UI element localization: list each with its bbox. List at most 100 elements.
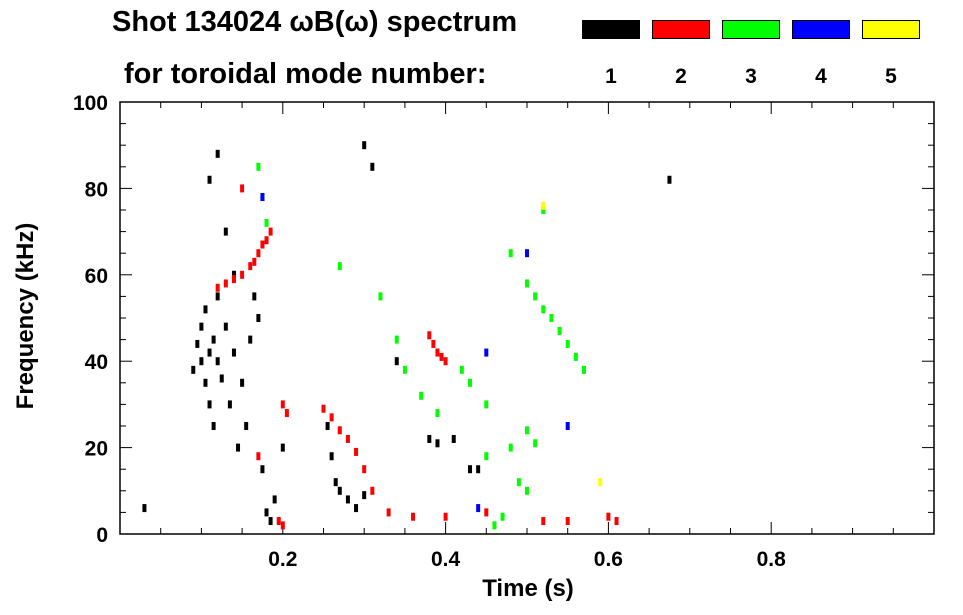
data-point-series-1	[219, 374, 224, 383]
y-tick-label: 80	[85, 178, 108, 201]
data-point-series-1	[211, 422, 216, 430]
data-point-series-3	[435, 409, 440, 418]
y-tick-label: 20	[85, 438, 108, 461]
data-point-series-3	[419, 391, 424, 400]
legend-swatch-1	[582, 20, 640, 39]
legend-swatch-3	[722, 20, 780, 39]
y-axis-title: Frequency (kHz)	[12, 223, 39, 410]
data-point-series-2	[362, 465, 367, 474]
legend-label-1: 1	[605, 65, 617, 88]
data-point-series-2	[370, 486, 375, 495]
data-point-series-3	[516, 478, 521, 487]
data-point-series-3	[525, 426, 529, 435]
data-point-series-1	[244, 422, 249, 430]
data-point-series-3	[533, 439, 538, 448]
data-point-series-1	[191, 365, 196, 374]
chart-subtitle: for toroidal mode number:	[124, 58, 487, 90]
data-point-series-1	[203, 378, 208, 387]
data-point-series-3	[500, 512, 505, 521]
legend-swatch-4	[792, 20, 850, 39]
data-point-series-2	[215, 283, 220, 292]
data-point-series-1	[223, 227, 228, 236]
data-point-series-2	[565, 517, 570, 526]
data-point-series-1	[195, 339, 200, 348]
data-point-series-2	[264, 236, 269, 245]
data-point-series-3	[557, 326, 562, 335]
y-tick-label: 100	[73, 92, 108, 115]
data-point-series-3	[525, 279, 529, 288]
data-point-series-2	[280, 400, 285, 409]
legend-swatch-5	[862, 20, 920, 39]
data-point-series-1	[451, 434, 456, 443]
data-point-series-2	[280, 521, 285, 530]
data-point-series-2	[443, 357, 448, 366]
data-point-series-3	[484, 452, 489, 461]
data-point-series-3	[533, 292, 538, 301]
data-point-series-3	[549, 314, 554, 322]
data-point-series-1	[333, 478, 338, 487]
data-point-series-1	[223, 322, 228, 331]
legend-label-4: 4	[815, 65, 827, 88]
data-point-series-4	[525, 249, 529, 258]
data-point-series-2	[252, 257, 257, 266]
data-point-series-1	[211, 335, 216, 344]
data-point-series-3	[525, 486, 529, 495]
data-point-series-4	[484, 348, 489, 357]
data-point-series-1	[252, 292, 257, 301]
data-point-series-1	[199, 322, 204, 331]
data-point-series-2	[411, 512, 416, 521]
data-point-series-1	[362, 141, 367, 150]
data-point-series-2	[276, 517, 281, 526]
data-point-series-1	[468, 465, 473, 474]
y-tick-label: 60	[85, 265, 108, 288]
y-tick-label: 0	[96, 524, 108, 547]
data-point-series-3	[264, 218, 269, 227]
data-point-series-5	[541, 201, 546, 210]
data-point-series-1	[142, 504, 147, 513]
data-point-series-1	[667, 175, 672, 184]
data-point-series-2	[614, 517, 619, 526]
data-point-series-2	[337, 426, 342, 435]
data-point-series-1	[354, 504, 359, 513]
data-point-series-2	[240, 270, 245, 279]
chart-title: Shot 134024 ωB(ω) spectrum	[112, 6, 518, 38]
data-point-series-3	[541, 206, 546, 214]
data-point-series-2	[256, 249, 261, 258]
data-point-series-1	[227, 400, 232, 409]
data-point-series-4	[476, 504, 481, 513]
data-point-series-2	[435, 348, 440, 357]
data-point-series-3	[492, 521, 497, 530]
legend-label-3: 3	[745, 65, 757, 88]
x-axis-title: Time (s)	[482, 575, 574, 602]
data-point-series-3	[541, 305, 546, 314]
data-point-series-2	[256, 452, 261, 461]
data-point-series-3	[256, 162, 261, 171]
data-point-series-1	[260, 465, 265, 474]
data-point-series-1	[268, 517, 273, 526]
x-tick-label: 0.6	[594, 548, 623, 571]
data-point-series-1	[264, 508, 269, 517]
data-point-series-2	[321, 404, 326, 413]
data-point-series-2	[431, 339, 436, 348]
data-point-series-1	[329, 452, 334, 461]
legend-swatch-2	[652, 20, 710, 39]
data-point-series-1	[280, 443, 285, 452]
data-point-series-1	[207, 400, 212, 409]
data-point-series-2	[268, 227, 273, 236]
data-point-series-1	[337, 486, 342, 495]
data-point-series-3	[468, 378, 473, 387]
data-point-series-4	[565, 422, 570, 430]
data-point-series-1	[272, 495, 277, 504]
data-point-series-3	[484, 400, 489, 409]
data-point-series-3	[508, 249, 513, 258]
data-point-series-2	[427, 331, 432, 340]
data-point-series-3	[337, 262, 342, 271]
data-point-series-1	[476, 465, 481, 474]
data-point-series-3	[581, 365, 586, 374]
data-point-series-3	[459, 365, 464, 374]
data-point-series-2	[284, 409, 289, 418]
data-point-series-4	[260, 193, 265, 202]
data-point-series-1	[236, 443, 241, 452]
data-point-series-1	[394, 357, 399, 366]
data-point-series-2	[484, 508, 489, 517]
